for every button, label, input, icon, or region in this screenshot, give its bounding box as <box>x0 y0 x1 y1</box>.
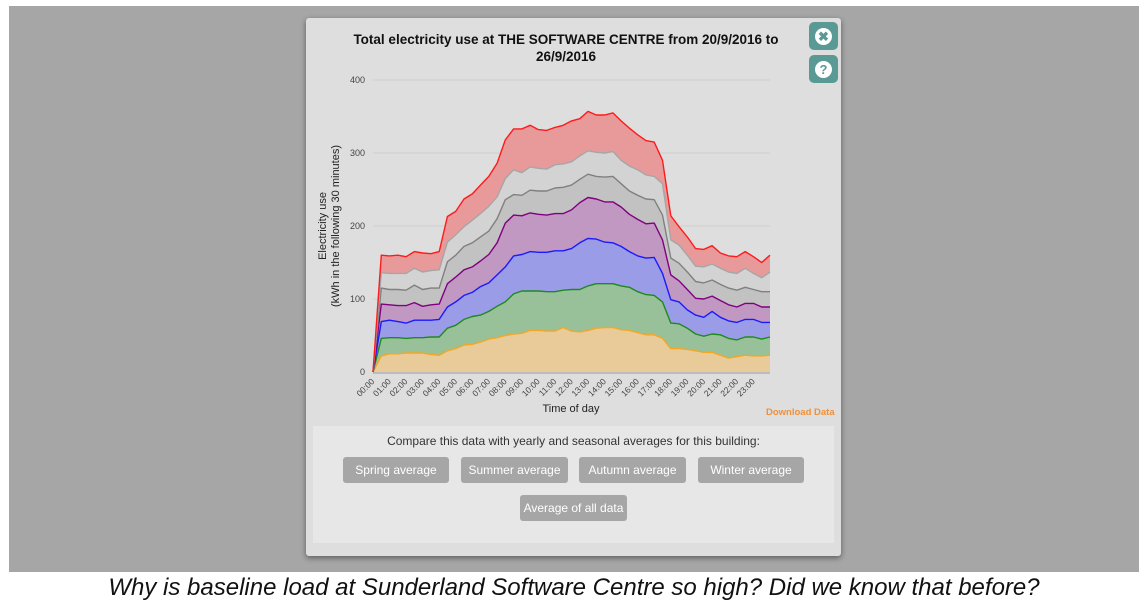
line-series-2 <box>372 237 770 373</box>
close-button[interactable]: ✖ <box>809 22 838 50</box>
x-tick-label: 23:00 <box>735 376 757 398</box>
electricity-chart: 0 100 200 300 400 00:0001:0002:0003:0004:000… <box>317 75 771 415</box>
x-axis-label: Time of day <box>542 403 600 415</box>
download-data-link[interactable]: Download Data <box>766 407 835 418</box>
line-series-0 <box>372 326 771 373</box>
area-series-5 <box>373 150 770 372</box>
series-lines <box>372 110 771 373</box>
help-icon: ? <box>815 60 832 78</box>
y-tick-labels: 0 100 200 300 400 <box>350 75 365 377</box>
chart-title: Total electricity use at THE SOFTWARE CE… <box>353 32 779 64</box>
area-series-4 <box>373 174 770 372</box>
line-series-5 <box>372 150 771 373</box>
y-axis-label-line-2: (kWh in the following 30 minutes) <box>330 145 342 307</box>
line-series-3 <box>372 196 770 373</box>
compare-text: Compare this data with yearly and season… <box>387 434 760 448</box>
summer-average-button[interactable]: Summer average <box>461 457 568 483</box>
area-series-0 <box>373 327 770 372</box>
close-icon: ✖ <box>815 27 832 45</box>
y-axis-label-line-1: Electricity use <box>317 192 329 260</box>
area-series-3 <box>373 197 770 372</box>
line-series-1 <box>372 283 771 373</box>
caption-text: Why is baseline load at Sunderland Softw… <box>108 574 1040 601</box>
y-axis-label: Electricity use (kWh in the following 30… <box>317 145 342 307</box>
chart-modal: Total electricity use at THE SOFTWARE CE… <box>306 18 841 556</box>
y-tick-label: 400 <box>350 75 365 85</box>
x-tick-label: 10:00 <box>520 376 542 398</box>
help-button[interactable]: ? <box>809 55 838 83</box>
winter-average-button[interactable]: Winter average <box>698 457 804 483</box>
area-layers <box>373 111 770 373</box>
y-tick-label: 200 <box>350 221 365 231</box>
y-tick-label: 300 <box>350 148 365 158</box>
compare-panel: Compare this data with yearly and season… <box>313 426 834 543</box>
y-tick-label: 100 <box>350 294 365 304</box>
area-series-1 <box>373 283 770 372</box>
y-tick-label: 0 <box>360 367 365 377</box>
line-series-4 <box>372 173 770 373</box>
area-series-2 <box>373 238 770 372</box>
autumn-average-button[interactable]: Autumn average <box>579 457 686 483</box>
average-all-data-button[interactable]: Average of all data <box>520 495 627 521</box>
line-series-6 <box>372 110 771 373</box>
spring-average-button[interactable]: Spring average <box>343 457 449 483</box>
x-tick-labels: 00:0001:0002:0003:0004:0005:0006:0007:00… <box>354 376 757 398</box>
